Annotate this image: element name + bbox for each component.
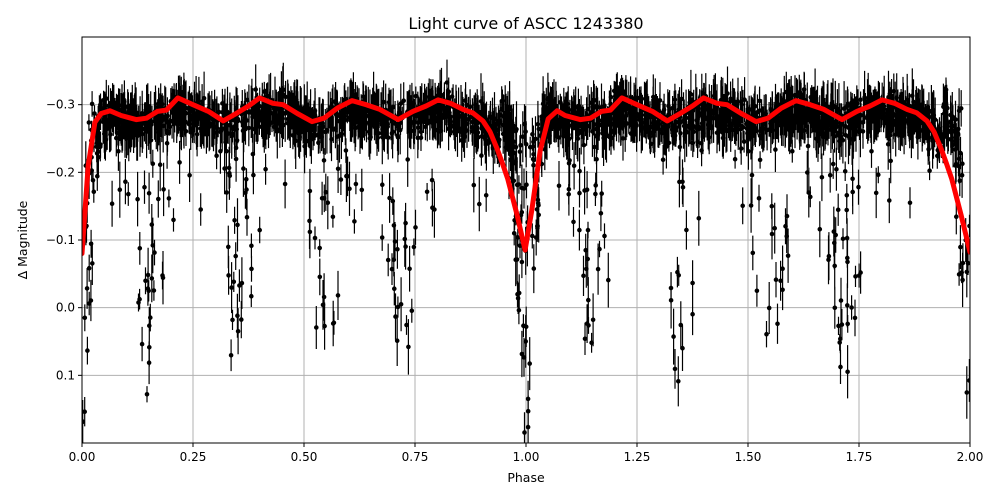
x-tick-label: 1.25	[624, 450, 651, 464]
x-axis-ticks: 0.00 0.25 0.50 0.75 1.00 1.25 1.50 1.75 2.00	[69, 443, 984, 464]
x-tick-label: 0.25	[180, 450, 207, 464]
x-axis-label: Phase	[507, 470, 545, 485]
y-axis-ticks: −0.3 −0.2 −0.1 0.0 0.1	[46, 98, 82, 382]
x-tick-label: 1.50	[735, 450, 762, 464]
y-tick-label: −0.1	[46, 233, 75, 247]
x-tick-label: 2.00	[957, 450, 984, 464]
y-axis-label: Δ Magnitude	[15, 200, 30, 279]
x-tick-label: 0.75	[402, 450, 429, 464]
x-tick-label: 1.00	[513, 450, 540, 464]
y-tick-label: 0.1	[56, 368, 75, 382]
y-tick-label: −0.2	[46, 165, 75, 179]
chart-title: Light curve of ASCC 1243380	[408, 14, 643, 33]
y-tick-label: −0.3	[46, 98, 75, 112]
plot-area	[82, 59, 970, 443]
y-tick-label: 0.0	[56, 301, 75, 315]
model-curve	[82, 95, 970, 256]
x-tick-label: 0.50	[291, 450, 318, 464]
x-tick-label: 0.00	[69, 450, 96, 464]
x-tick-label: 1.75	[846, 450, 873, 464]
